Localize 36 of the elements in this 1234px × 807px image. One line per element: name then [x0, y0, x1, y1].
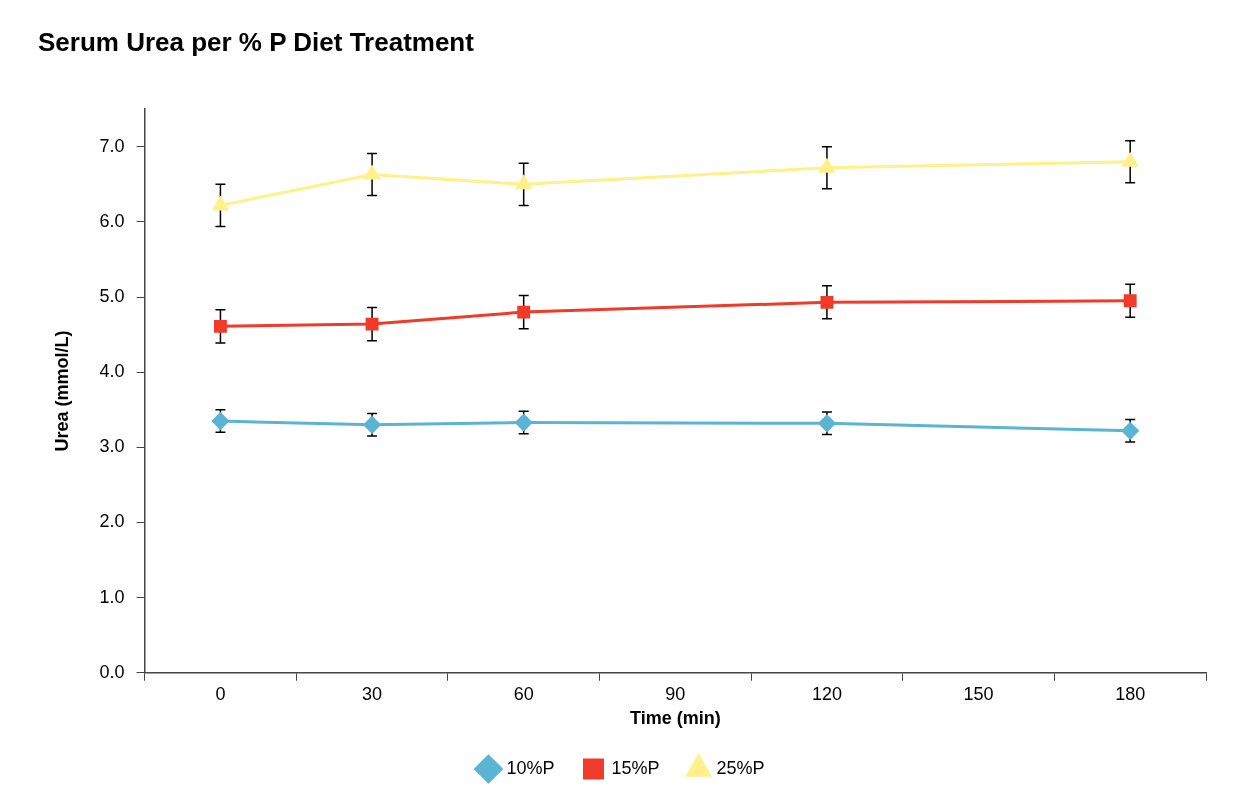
- point: [517, 305, 531, 319]
- point: [1122, 153, 1138, 167]
- y-tick-label: 4.0: [99, 361, 125, 382]
- point: [211, 412, 229, 430]
- y-tick-label: 3.0: [99, 436, 125, 457]
- y-tick-label: 6.0: [99, 210, 125, 231]
- point: [363, 416, 381, 434]
- x-tick-label: 30: [362, 683, 383, 704]
- x-axis-title: Time (min): [629, 708, 721, 729]
- point: [820, 295, 834, 309]
- y-tick-label: 0.0: [99, 661, 125, 682]
- y-tick-label: 5.0: [99, 286, 125, 307]
- legend-label: 10%P: [506, 757, 555, 778]
- x-tick-label: 150: [963, 683, 994, 704]
- point: [212, 196, 228, 211]
- x-tick-label: 90: [665, 683, 686, 704]
- y-tick-label: 2.0: [99, 511, 125, 532]
- point: [818, 414, 836, 432]
- legend-label: 15%P: [611, 757, 660, 778]
- x-tick-label: 60: [513, 683, 534, 704]
- y-tick-label: 7.0: [99, 135, 125, 156]
- chart-title: Serum Urea per % P Diet Treatment: [38, 26, 475, 57]
- y-tick-label: 1.0: [99, 586, 125, 607]
- y-axis-title: Urea (mmol/L): [51, 330, 72, 452]
- point: [1123, 294, 1137, 308]
- x-tick-label: 180: [1115, 683, 1146, 704]
- point: [516, 175, 532, 190]
- point: [819, 159, 835, 173]
- x-tick-label: 120: [811, 683, 842, 704]
- legend-label: 25%P: [716, 757, 765, 778]
- point: [365, 317, 379, 331]
- point: [364, 166, 380, 180]
- point: [515, 414, 533, 432]
- x-tick-label: 0: [215, 683, 226, 704]
- point: [1121, 422, 1139, 440]
- point: [213, 319, 227, 333]
